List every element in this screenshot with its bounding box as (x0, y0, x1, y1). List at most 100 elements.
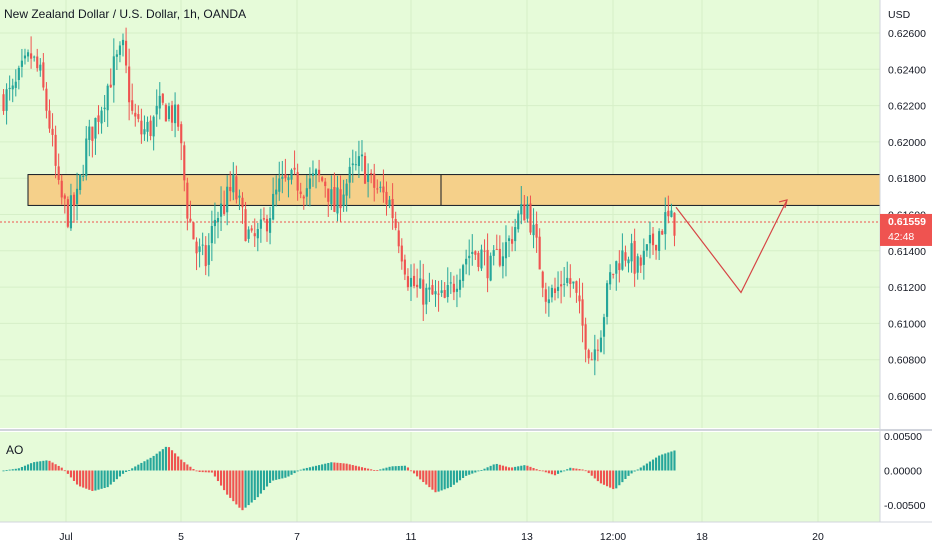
ao-bar (164, 446, 167, 471)
candle-body (403, 259, 406, 275)
candle-body (321, 177, 324, 181)
candle-body (416, 284, 419, 288)
ao-bar (60, 467, 63, 471)
ao-bar (477, 470, 480, 472)
ao-bar (85, 470, 88, 489)
candle-body (311, 173, 315, 176)
time-axis-ticks[interactable]: Jul 5 7 11 13 12:00 18 20 (59, 531, 824, 543)
candle-body (357, 156, 360, 167)
ao-bar (354, 465, 357, 471)
ao-bar (296, 470, 299, 472)
candle-body (158, 95, 161, 109)
candle-body (30, 53, 33, 59)
candle-body (550, 287, 553, 298)
candle-body (379, 186, 382, 188)
ao-bar (275, 470, 278, 480)
ao-bar (370, 469, 373, 471)
candle-body (458, 279, 462, 290)
candle-body (14, 81, 17, 88)
candle-body (26, 52, 30, 57)
ao-bar (339, 463, 342, 471)
ao-bar (455, 470, 459, 483)
candle-body (523, 204, 526, 221)
candle-body (281, 176, 284, 179)
price-axis-ticks[interactable]: 0.626000.624000.622000.620000.618000.616… (888, 28, 926, 403)
ao-bar (131, 468, 134, 471)
ao-bar (661, 454, 664, 471)
candle-body (437, 293, 440, 295)
candle-body (367, 174, 370, 182)
price-tick: 0.61400 (888, 246, 926, 258)
ao-bar (538, 470, 541, 472)
ao-bar (112, 470, 115, 482)
ao-bar (39, 461, 42, 471)
candle-body (529, 203, 532, 233)
candle-body (651, 233, 655, 246)
ao-bar (333, 462, 336, 471)
candle-body (526, 204, 529, 219)
candle-body (272, 193, 275, 220)
last-price-value: 0.61559 (888, 216, 926, 228)
ao-bar (321, 464, 324, 471)
ao-bar (128, 470, 131, 471)
candle-body (455, 288, 459, 292)
ao-bar (174, 453, 177, 471)
candle-body (553, 288, 557, 294)
ao-bar (262, 470, 266, 491)
ao-bar (97, 470, 100, 490)
candle-body (131, 100, 134, 111)
ao-bar (210, 470, 213, 473)
ao-bar (180, 459, 183, 471)
candle-body (446, 285, 449, 298)
candle-body (609, 272, 612, 285)
candle-body (57, 166, 60, 180)
ao-bar (599, 470, 603, 484)
candle-body (296, 172, 299, 191)
candle-body (587, 350, 590, 359)
candle-body (189, 218, 192, 222)
candle-body (216, 218, 220, 223)
candle-body (419, 278, 422, 289)
ao-bar (109, 470, 112, 485)
candle-body (75, 188, 79, 204)
candle-body (170, 105, 174, 123)
ao-bar (437, 470, 440, 492)
ao-bar (627, 470, 630, 476)
time-tick: Jul (59, 531, 72, 543)
ao-bar (578, 469, 581, 471)
ao-bar (247, 470, 250, 506)
candle-body (511, 239, 514, 244)
candle-body (63, 195, 66, 199)
candle-body (483, 250, 486, 252)
candle-body (134, 112, 137, 117)
ao-bar (572, 468, 575, 471)
ao-bar (391, 466, 394, 471)
candle-body (45, 88, 48, 111)
ao-bar (232, 470, 235, 502)
ao-bar (20, 466, 23, 471)
ao-bar (648, 461, 652, 471)
candle-body (599, 337, 603, 352)
ao-bar (311, 466, 315, 471)
ao-bar (492, 464, 495, 471)
candle-body (667, 210, 670, 217)
ao-bar (201, 470, 204, 473)
ao-bar (416, 470, 419, 477)
ao-bar (624, 470, 627, 480)
candle-body (180, 124, 183, 144)
candle-body (17, 67, 20, 81)
ao-bar (400, 465, 403, 471)
candle-body (370, 173, 373, 175)
candle-body (250, 228, 253, 231)
candle-body (183, 145, 186, 181)
candle-body (385, 191, 388, 205)
ao-bar (609, 470, 612, 488)
candle-body (324, 181, 327, 187)
ao-bar (14, 468, 17, 471)
ao-bar (486, 467, 489, 471)
candle-body (538, 236, 541, 270)
ao-bar (72, 470, 76, 481)
candle-body (235, 176, 238, 200)
candle-body (593, 349, 596, 361)
candle-body (336, 187, 339, 214)
